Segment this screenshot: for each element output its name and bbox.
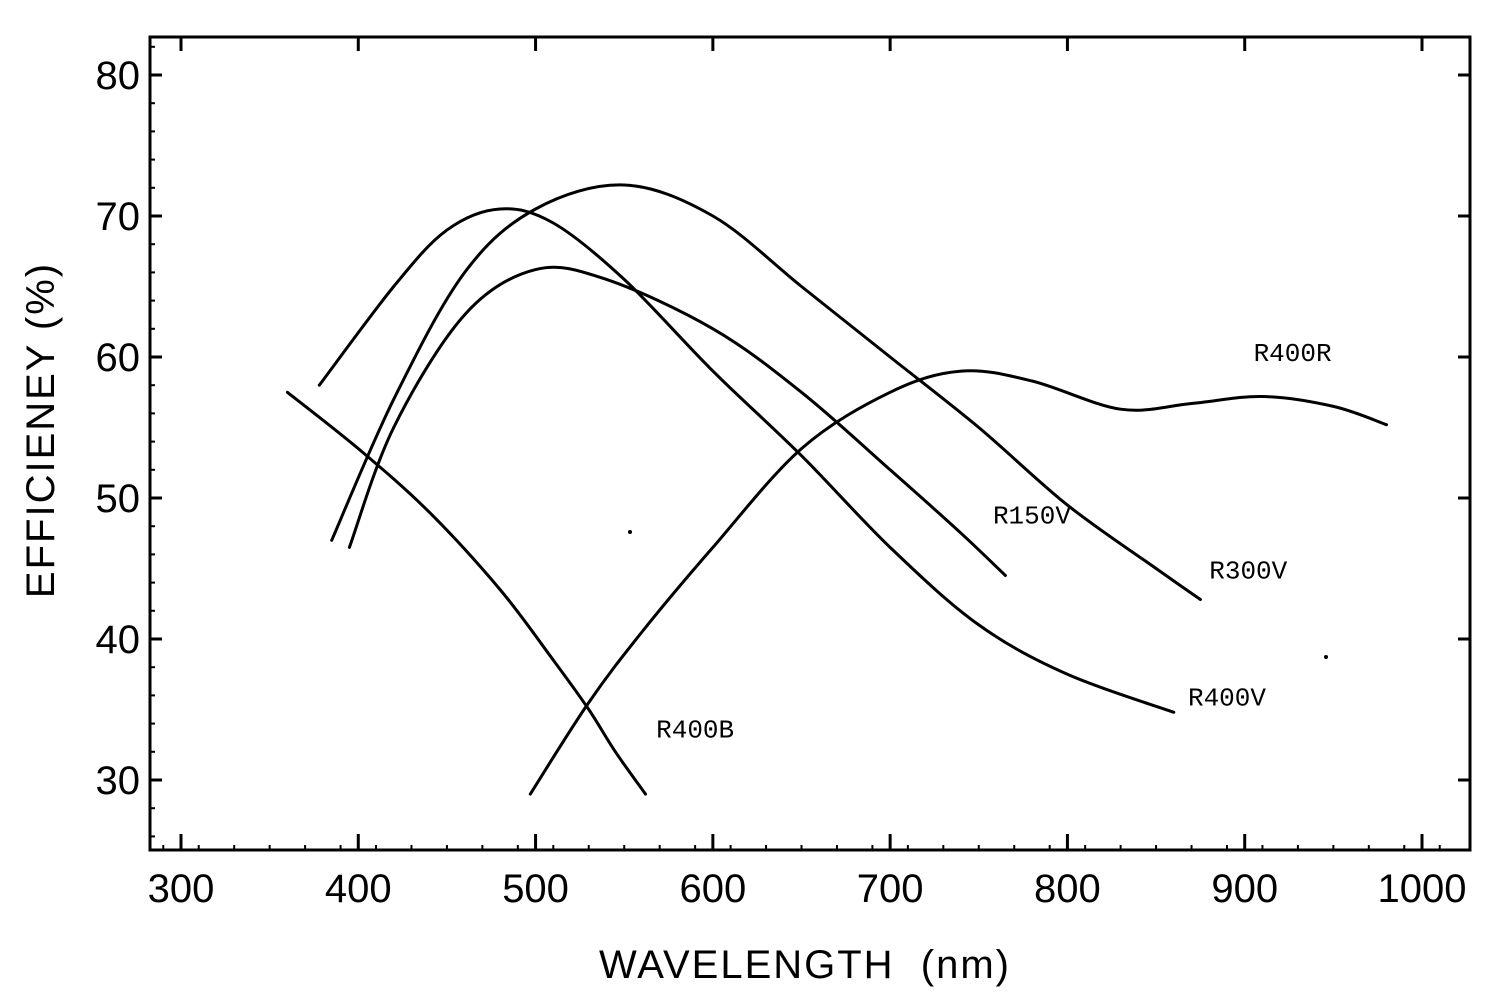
x-tick-label: 300 — [148, 867, 215, 911]
x-tick-label: 1000 — [1378, 867, 1467, 911]
series-label-r400b: R400B — [656, 716, 734, 746]
series-labels: R400B R400R R400V R300V R150V — [656, 339, 1331, 745]
y-tick-label: 50 — [96, 477, 141, 521]
series-label-r150v: R150V — [993, 501, 1071, 531]
curve-r300v — [330, 183, 1202, 601]
y-tick-label: 80 — [96, 54, 141, 98]
curves — [285, 183, 1388, 796]
plot-frame — [148, 35, 1472, 852]
y-tick-label: 70 — [96, 195, 141, 239]
x-tick-label: 400 — [325, 867, 392, 911]
x-tick-label: 600 — [679, 867, 746, 911]
y-tick-label: 40 — [96, 618, 141, 662]
series-label-r400v: R400V — [1188, 683, 1266, 713]
curve-r400b — [285, 390, 647, 796]
x-tick-labels: 300 400 500 600 700 800 900 1000 — [148, 867, 1467, 911]
y-tick-label: 30 — [96, 759, 141, 803]
curve-r150v — [347, 265, 1007, 577]
curve-r400v — [317, 207, 1176, 714]
curve-r400r — [528, 369, 1388, 796]
x-tick-label: 700 — [857, 867, 924, 911]
scan-speck — [1324, 655, 1328, 659]
x-axis-label: WAVELENGTH (nm) — [599, 943, 1011, 987]
series-label-r400r: R400R — [1254, 339, 1332, 369]
y-axis-label: EFFICIENEY (%) — [19, 262, 63, 598]
axis-ticks — [150, 37, 1470, 850]
series-label-r300v: R300V — [1209, 556, 1287, 586]
x-tick-label: 900 — [1211, 867, 1278, 911]
x-tick-label: 800 — [1034, 867, 1101, 911]
x-tick-label: 500 — [502, 867, 569, 911]
y-tick-labels: 30 40 50 60 70 80 — [96, 54, 141, 803]
scan-speck — [628, 530, 632, 534]
y-tick-label: 60 — [96, 336, 141, 380]
